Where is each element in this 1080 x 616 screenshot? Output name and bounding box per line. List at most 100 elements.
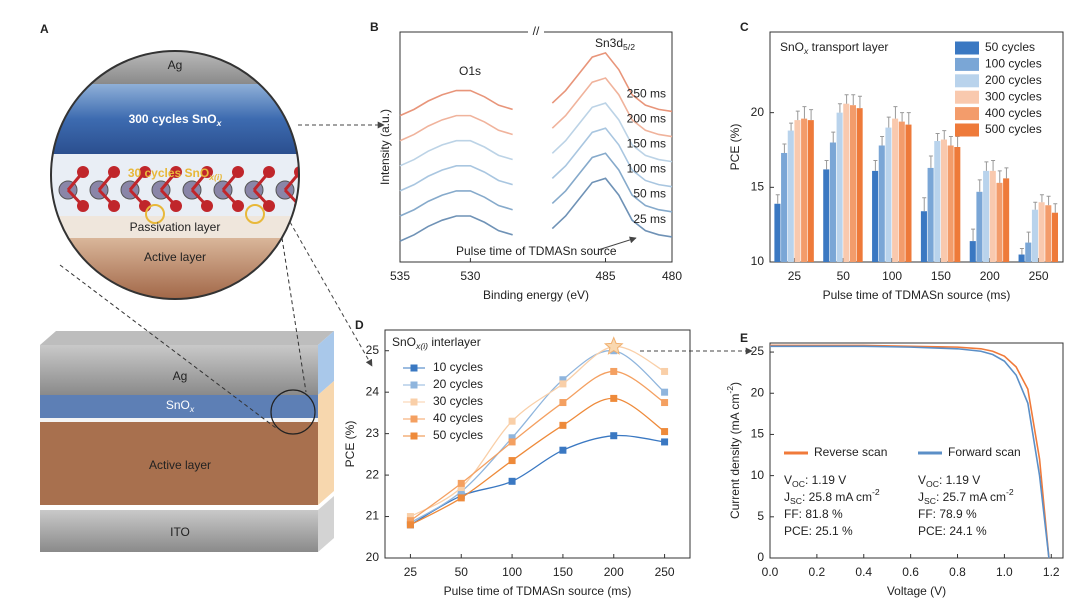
stat-line: VOC: 1.19 V [918,473,980,489]
plot-frame [769,31,1064,263]
error-bar [935,133,940,142]
series-label: 50 ms [633,187,666,201]
error-bar [1053,203,1058,213]
stack-snox [40,395,318,418]
text-segment: -2 [872,487,880,497]
error-bar [789,122,794,131]
legend-swatch [955,74,979,88]
x-tick-label: 250 [1029,269,1049,283]
error-bar [1039,194,1044,203]
series-line [399,127,673,192]
bar [920,211,927,262]
y-tick-label: 5 [757,509,764,523]
text-segment: 30 cycles SnO [128,166,209,180]
error-bar [1019,248,1024,255]
text-segment: x(i) [415,341,428,351]
legend-swatch [955,57,979,71]
best-star [603,336,624,355]
text-segment: PCE: 24.1 % [918,524,987,538]
bar [843,103,850,262]
error-bar [955,136,960,147]
y-tick-label: 10 [751,254,765,268]
text-segment: 5/2 [623,42,635,52]
zoom-passivation-label: Passivation layer [130,220,221,234]
error-bar [837,103,842,113]
bond [252,171,271,191]
y-tick-label: 23 [366,426,380,440]
legend-label: 400 cycles [985,106,1042,120]
text-segment: 300 cycles SnO [129,112,217,126]
bar [940,139,947,262]
x-tick-label: 50 [455,565,469,579]
x-tick-label: 0.4 [855,565,872,579]
x-axis-label: Pulse time of TDMASn source (ms) [823,288,1011,302]
legend-swatch [955,41,979,55]
series-line [770,345,1050,559]
y-tick-label: 15 [751,179,765,193]
x-tick-label: 200 [980,269,1000,283]
annotation: O1s [459,64,481,78]
zoom-snox-label: 300 cycles SnOx [129,112,223,128]
bond [128,171,147,191]
text-segment: x(i) [208,172,222,182]
x-tick-label: 535 [390,269,410,283]
text-segment: FF: 78.9 % [918,507,977,521]
bond [159,188,178,208]
stat-line: VOC: 1.19 V [784,473,846,489]
bar [829,142,836,262]
error-bar [971,228,976,242]
error-bar [824,159,829,170]
stack-ag-label: Ag [173,369,188,383]
y-tick-label: 20 [751,385,765,399]
marker [508,417,516,425]
error-bar [851,94,856,106]
y-axis-label: PCE (%) [728,124,742,171]
legend-label: 30 cycles [433,394,483,408]
y-axis-label: PCE (%) [343,421,357,468]
bar [794,120,801,262]
x-tick-label: 480 [662,269,682,283]
y-tick-label: 22 [366,467,380,481]
text-segment: : 25.8 mA cm [802,490,872,504]
bar [989,170,996,262]
x-tick-label: 100 [882,269,902,283]
marker [508,457,516,465]
text-segment: FF: 81.8 % [784,507,843,521]
bar [996,182,1003,262]
y-tick-label: 0 [757,550,764,564]
error-bar [997,170,1002,183]
legend-label: 50 cycles [433,428,483,442]
marker [610,432,618,440]
bar [774,203,781,262]
bond [159,171,178,191]
zoom-outline [50,50,300,300]
text-segment: V [784,473,792,487]
bar [954,147,961,262]
marker [661,438,669,446]
x-tick-label: 50 [837,269,851,283]
error-bar [1026,231,1031,243]
stack-ito [40,510,318,552]
stack-ito-label: ITO [170,525,190,539]
y-tick-label: 25 [751,344,765,358]
marker [406,517,414,525]
text-segment: transport layer [808,40,888,54]
stack-side [318,331,334,395]
y-axis-label: Current density (mA cm-2) [725,382,742,519]
error-bar [775,194,780,204]
x-tick-label: 0.0 [762,565,779,579]
bar [927,167,934,262]
text-segment: : 25.7 mA cm [936,490,1006,504]
series-label: 250 ms [627,86,666,100]
bar [934,141,941,262]
defect-ring [145,204,165,224]
stack-ag [40,345,318,395]
legend-label: 300 cycles [985,89,1042,103]
bar [1018,254,1025,262]
text-segment: SC [924,496,936,506]
bond [190,188,209,208]
x-tick-label: 530 [460,269,480,283]
series-line [399,51,673,117]
bar [1003,178,1010,262]
